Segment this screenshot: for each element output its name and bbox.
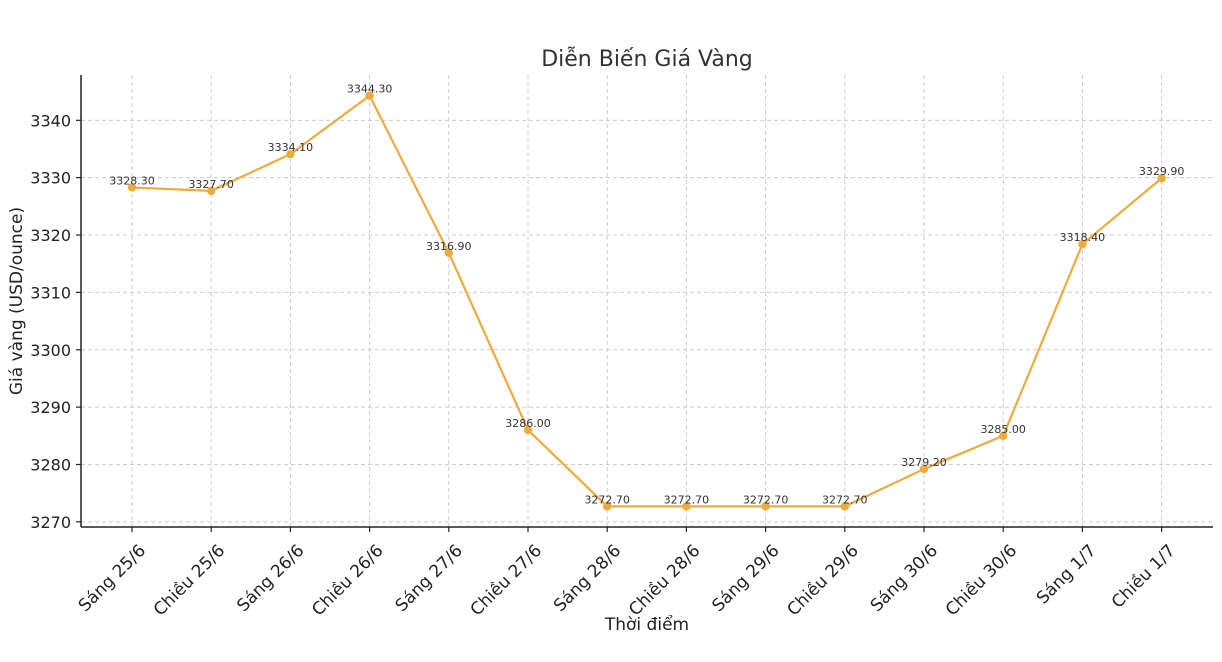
y-tick-label: 3320 [30, 226, 71, 245]
y-tick-label: 3300 [30, 341, 71, 360]
data-label: 3279.20 [901, 456, 947, 469]
data-point [919, 464, 929, 474]
data-label: 3286.00 [505, 417, 551, 430]
data-point [127, 183, 137, 192]
data-point [523, 425, 533, 435]
x-tick-label: Sáng 29/6 [708, 541, 783, 616]
y-axis-ticks: 3270 3280 3290 3300 3310 3320 3330 3340 [30, 111, 81, 532]
data-labels: 3328.30 3327.70 3334.10 3344.30 3316.90 3286.… [109, 83, 1184, 507]
data-point [682, 502, 691, 511]
y-tick-label: 3270 [30, 513, 71, 532]
x-tick-label: Chiều 29/6 [783, 540, 863, 620]
chart-title: Diễn Biến Giá Vàng [541, 46, 753, 72]
x-tick-label: Chiều 26/6 [308, 540, 388, 620]
series-gold-price [127, 91, 1166, 511]
x-tick-label: Chiều 28/6 [624, 540, 704, 620]
x-tick-label: Chiều 30/6 [941, 540, 1021, 620]
data-label: 3328.30 [109, 174, 155, 187]
x-tick-label: Sáng 25/6 [75, 541, 150, 616]
data-point [1157, 174, 1166, 183]
x-axis-ticks: Sáng 25/6 Chiều 25/6 Sáng 26/6 Chiều 26/6 Sá… [75, 527, 1180, 620]
data-label: 3316.90 [426, 240, 472, 253]
data-point [444, 248, 453, 258]
x-tick-label: Sáng 27/6 [392, 541, 467, 616]
axes [80, 75, 1213, 528]
data-label: 3272.70 [664, 493, 710, 506]
data-label: 3344.30 [347, 83, 393, 96]
y-tick-label: 3290 [30, 398, 71, 417]
data-label: 3285.00 [980, 423, 1026, 436]
data-label: 3318.40 [1060, 231, 1106, 244]
data-point [840, 502, 849, 511]
data-label: 3329.90 [1139, 165, 1185, 178]
x-tick-label: Sáng 28/6 [550, 541, 625, 616]
x-tick-label: Chiều 27/6 [466, 540, 546, 620]
data-point [1078, 240, 1087, 249]
x-axis-title: Thời điểm [604, 614, 689, 635]
series-line [131, 94, 1163, 508]
data-point [999, 431, 1008, 440]
y-tick-label: 3340 [30, 111, 71, 130]
x-tick-label: Chiều 1/7 [1107, 540, 1179, 612]
data-point [603, 502, 612, 511]
y-axis-title: Giá vàng (USD/ounce) [7, 207, 27, 395]
data-point [761, 502, 770, 511]
data-label: 3334.10 [268, 141, 314, 154]
data-label: 3327.70 [188, 178, 234, 191]
x-tick-label: Chiều 25/6 [149, 540, 229, 620]
data-label: 3272.70 [743, 493, 789, 506]
y-tick-label: 3310 [30, 283, 71, 302]
grid [81, 75, 1213, 527]
x-tick-label: Sáng 30/6 [867, 541, 942, 616]
data-point [207, 186, 216, 196]
data-label: 3272.70 [584, 493, 630, 506]
data-point [365, 91, 374, 100]
x-tick-label: Sáng 26/6 [233, 541, 308, 616]
data-label: 3272.70 [822, 493, 868, 506]
y-tick-label: 3280 [30, 455, 71, 474]
data-point [286, 149, 295, 159]
x-tick-label: Sáng 1/7 [1033, 541, 1101, 609]
y-tick-label: 3330 [30, 169, 71, 188]
